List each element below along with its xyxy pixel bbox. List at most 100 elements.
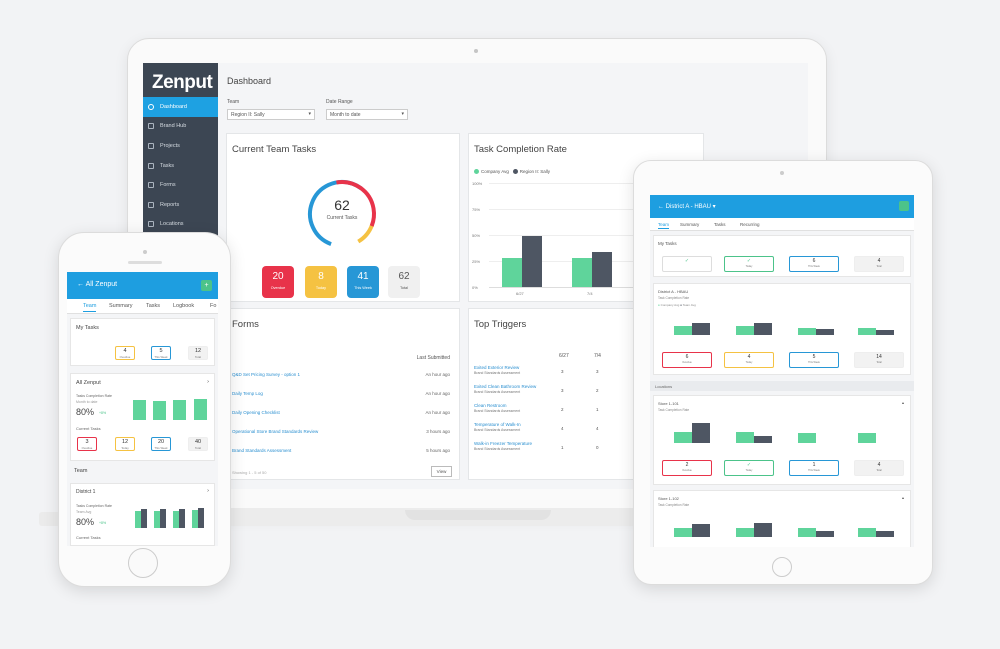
- trigger-link[interactable]: Walk-in Freezer Temperature: [474, 441, 533, 446]
- forms-card: Forms Last Submitted Q&D Set Pricing Sur…: [226, 308, 460, 480]
- form-link[interactable]: Q&D Set Pricing Survey - option 1: [232, 372, 301, 377]
- tile-value: ✓: [746, 462, 752, 468]
- trigger-link[interactable]: Exited Exterior Review: [474, 365, 520, 370]
- tab-tasks[interactable]: Tasks: [714, 222, 726, 227]
- overdue-tile[interactable]: 4 Overdue: [115, 346, 135, 360]
- add-icon[interactable]: +: [201, 280, 212, 291]
- tile-value: 2: [685, 462, 689, 468]
- this-week-tile[interactable]: 6 This Week: [789, 256, 839, 272]
- today-tile[interactable]: 8 Today: [305, 266, 337, 298]
- today-tile[interactable]: ✓ Today: [724, 256, 774, 272]
- phone-home-button[interactable]: [128, 548, 158, 578]
- bar: [816, 329, 834, 335]
- trigger-value: 2: [561, 407, 564, 412]
- sidebar-item-brand-hub[interactable]: Brand Hub: [143, 117, 218, 137]
- sidebar-item-label: Tasks: [160, 162, 175, 169]
- chevron-up-icon[interactable]: ▴: [901, 495, 904, 500]
- this-week-tile[interactable]: 5 This Week: [789, 352, 839, 368]
- tab-team[interactable]: Team: [83, 303, 97, 312]
- today-tile[interactable]: 4 Today: [724, 352, 774, 368]
- overdue-tile[interactable]: 20 Overdue: [262, 266, 294, 298]
- header-title[interactable]: ← District A - HBAU ▾: [658, 204, 716, 210]
- x-axis: [489, 287, 659, 288]
- tile-value: 4: [877, 462, 881, 468]
- tab-team[interactable]: Team: [658, 222, 670, 229]
- sidebar-item-label: Dashboard: [160, 103, 187, 110]
- tab-tasks[interactable]: Tasks: [146, 303, 161, 309]
- tablet-tabs: Team Summary Tasks Recurring: [650, 218, 914, 231]
- form-link[interactable]: Brand Standards Assessment: [232, 448, 292, 453]
- sidebar-item-dashboard[interactable]: Dashboard: [143, 97, 218, 117]
- tile-label: Overdue: [81, 446, 93, 450]
- bar: [173, 511, 179, 528]
- tasks-donut-chart: [308, 180, 376, 248]
- y-tick: 0%: [472, 285, 478, 290]
- chevron-right-icon[interactable]: ›: [207, 379, 209, 385]
- total-tile[interactable]: 14 Total: [854, 352, 904, 368]
- total-tile[interactable]: 62 Total: [388, 266, 420, 298]
- section-title: Store 1-101: [658, 401, 679, 406]
- form-link[interactable]: Daily Temp Log: [232, 391, 263, 396]
- total-tile[interactable]: 12 Total: [188, 346, 208, 360]
- total-tile[interactable]: 40 Total: [188, 437, 208, 451]
- overdue-tile[interactable]: 6 Overdue: [662, 352, 712, 368]
- donut-value: 62: [334, 197, 350, 213]
- team-select[interactable]: Region II: Sally ▾: [227, 109, 315, 120]
- bar-region: [592, 252, 612, 287]
- overdue-tile[interactable]: 3 Overdue: [77, 437, 97, 451]
- form-link[interactable]: Operational Store Brand Standards Review: [232, 429, 319, 434]
- date-range-select[interactable]: Month to date ▾: [326, 109, 408, 120]
- zenput-logo[interactable]: Zenput: [152, 72, 213, 93]
- task-tile[interactable]: ✓: [662, 256, 712, 272]
- tab-recurring[interactable]: Recurring: [740, 222, 760, 227]
- rate-label: Tasks Completion Rate: [76, 504, 112, 508]
- trigger-link[interactable]: Exited Clean Bathroom Review: [474, 384, 537, 389]
- sidebar-item-reports[interactable]: Reports: [143, 195, 218, 215]
- chevron-right-icon[interactable]: ›: [207, 488, 209, 494]
- projects-icon: [148, 142, 154, 149]
- bar: [674, 326, 692, 335]
- tab-summary[interactable]: Summary: [680, 222, 700, 227]
- sidebar-item-projects[interactable]: Projects: [143, 136, 218, 156]
- tablet-home-button[interactable]: [772, 557, 792, 577]
- bar: [674, 432, 692, 443]
- header-title[interactable]: ← All Zenput: [77, 281, 118, 288]
- overdue-tile[interactable]: 2 Overdue: [662, 460, 712, 476]
- bar: [154, 511, 160, 528]
- completion-pct: 80%: [76, 517, 95, 527]
- date-range-value: Month to date: [330, 112, 361, 118]
- this-week-tile[interactable]: 5 This Week: [151, 346, 171, 360]
- total-tile[interactable]: 4 Total: [854, 460, 904, 476]
- dashboard-icon: [148, 103, 154, 110]
- trigger-link[interactable]: Temperature of Walk-In: [474, 422, 521, 427]
- bar: [192, 510, 198, 528]
- chevron-up-icon[interactable]: ▴: [901, 400, 904, 405]
- total-tile[interactable]: 4 Total: [854, 256, 904, 272]
- tab-forms[interactable]: Fo: [210, 303, 217, 309]
- tile-label: Total: [876, 361, 882, 364]
- sidebar-item-forms[interactable]: Forms: [143, 175, 218, 195]
- add-icon[interactable]: [899, 201, 909, 211]
- tile-value: 41: [357, 271, 369, 282]
- view-button[interactable]: View: [431, 466, 452, 477]
- trigger-sub: Brand Standards Assessment: [474, 371, 521, 375]
- sidebar-item-locations[interactable]: Locations: [143, 215, 218, 235]
- form-link[interactable]: Daily Opening Checklist: [232, 410, 280, 415]
- tab-logbook[interactable]: Logbook: [173, 303, 195, 309]
- tab-summary[interactable]: Summary: [109, 303, 133, 309]
- today-tile[interactable]: 12 Today: [115, 437, 135, 451]
- column-header: 6/27: [559, 353, 569, 359]
- card-title: Top Triggers: [474, 319, 527, 330]
- sidebar-item-tasks[interactable]: Tasks: [143, 156, 218, 176]
- tile-label: This Week: [154, 355, 168, 359]
- tile-label: This Week: [808, 469, 820, 472]
- trigger-link[interactable]: Clean Restroom: [474, 403, 507, 408]
- chevron-down-icon: ▾: [401, 111, 404, 117]
- tile-value: 4: [747, 354, 751, 360]
- tile-value: 4: [877, 258, 881, 264]
- this-week-tile[interactable]: 20 This Week: [151, 437, 171, 451]
- tile-value: 1: [812, 462, 816, 468]
- today-tile[interactable]: ✓ Today: [724, 460, 774, 476]
- this-week-tile[interactable]: 41 This Week: [347, 266, 379, 298]
- this-week-tile[interactable]: 1 This Week: [789, 460, 839, 476]
